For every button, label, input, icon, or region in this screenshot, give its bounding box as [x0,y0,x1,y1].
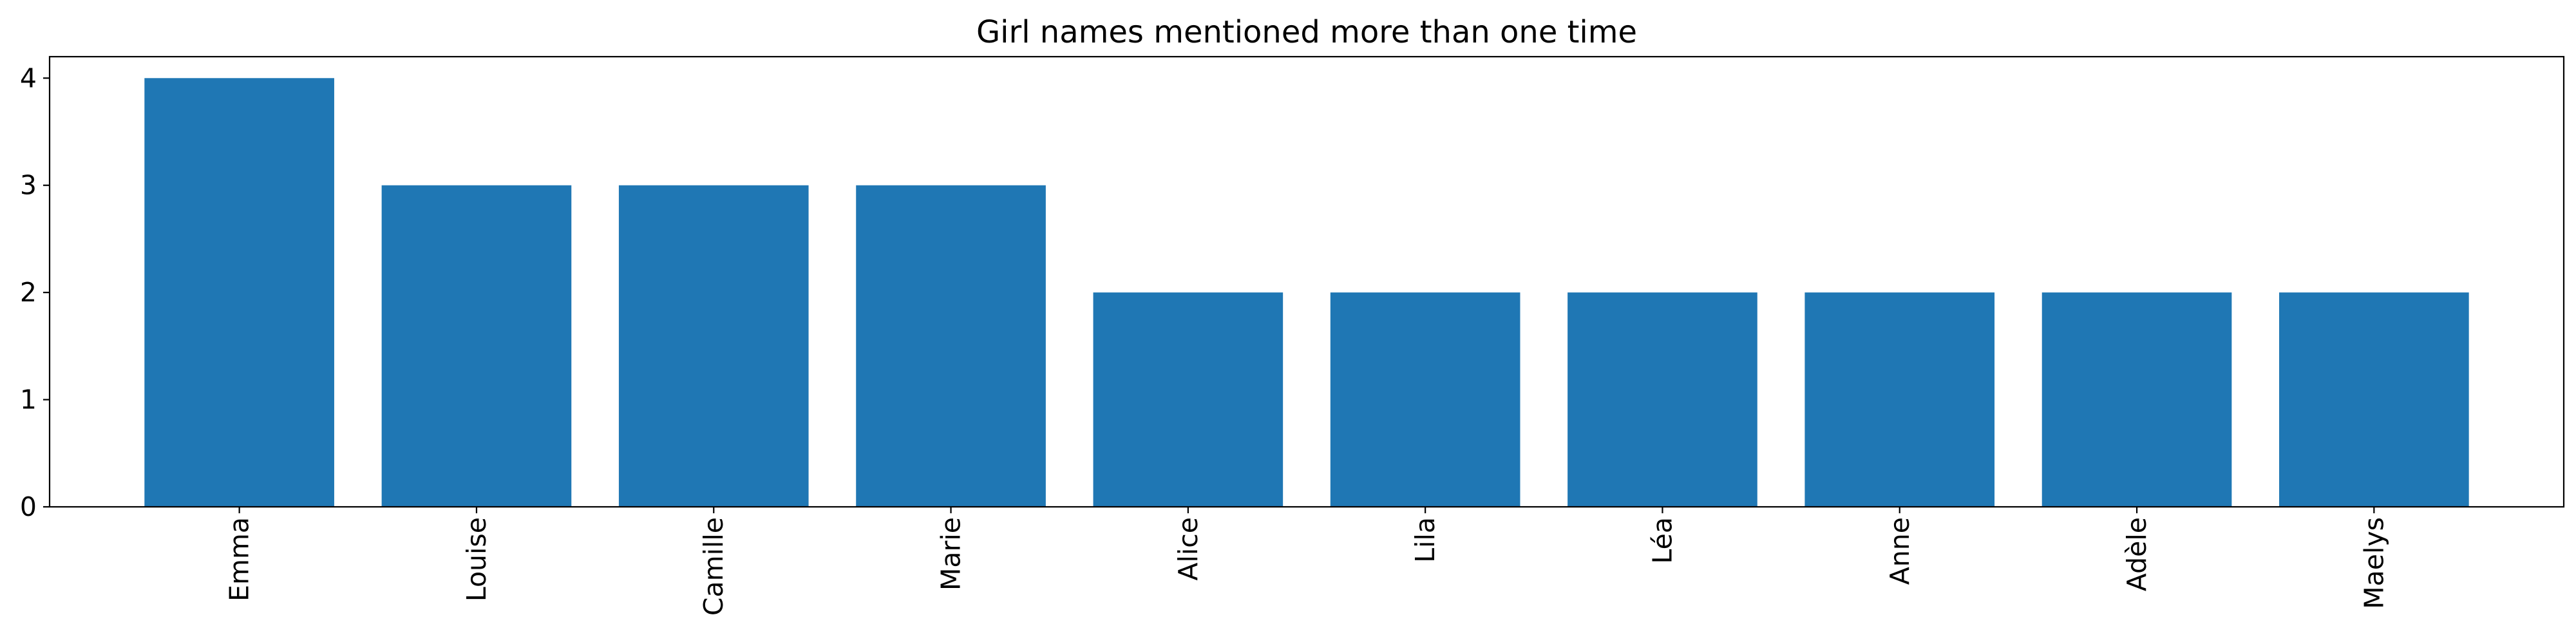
bar-0 [144,78,334,507]
y-tick-label-3: 3 [20,170,37,201]
y-tick-label-1: 1 [20,384,37,415]
x-axis: Emma Louise Camille Marie Alice Lila Léa Anne Ad… [224,507,2389,616]
y-axis: 0 1 2 3 4 [20,62,50,522]
bar-5 [1330,292,1520,507]
bar-2 [618,185,809,507]
x-tick-label-1: Louise [461,517,492,601]
y-tick-label-4: 4 [20,62,37,93]
bar-7 [1804,292,1995,507]
x-tick-label-5: Lila [1410,517,1441,563]
bar-3 [856,185,1046,507]
plot-area-frame [48,55,2565,508]
x-tick-label-2: Camille [698,517,729,616]
chart-title: Girl names mentioned more than one time [976,14,1637,50]
bar-6 [1567,292,1757,507]
bar-8 [2041,292,2232,507]
y-tick-label-0: 0 [20,491,37,522]
bars-group [144,78,2469,507]
y-tick-label-2: 2 [20,277,37,308]
x-tick-label-3: Marie [936,517,967,591]
x-tick-label-4: Alice [1173,517,1204,581]
x-tick-label-0: Emma [224,517,255,601]
x-tick-label-8: Adèle [2121,517,2152,591]
bar-4 [1093,292,1283,507]
bar-9 [2279,292,2469,507]
bar-1 [381,185,572,507]
x-tick-label-9: Maelys [2358,517,2389,609]
x-tick-label-6: Léa [1647,517,1678,564]
x-tick-label-7: Anne [1884,517,1915,585]
